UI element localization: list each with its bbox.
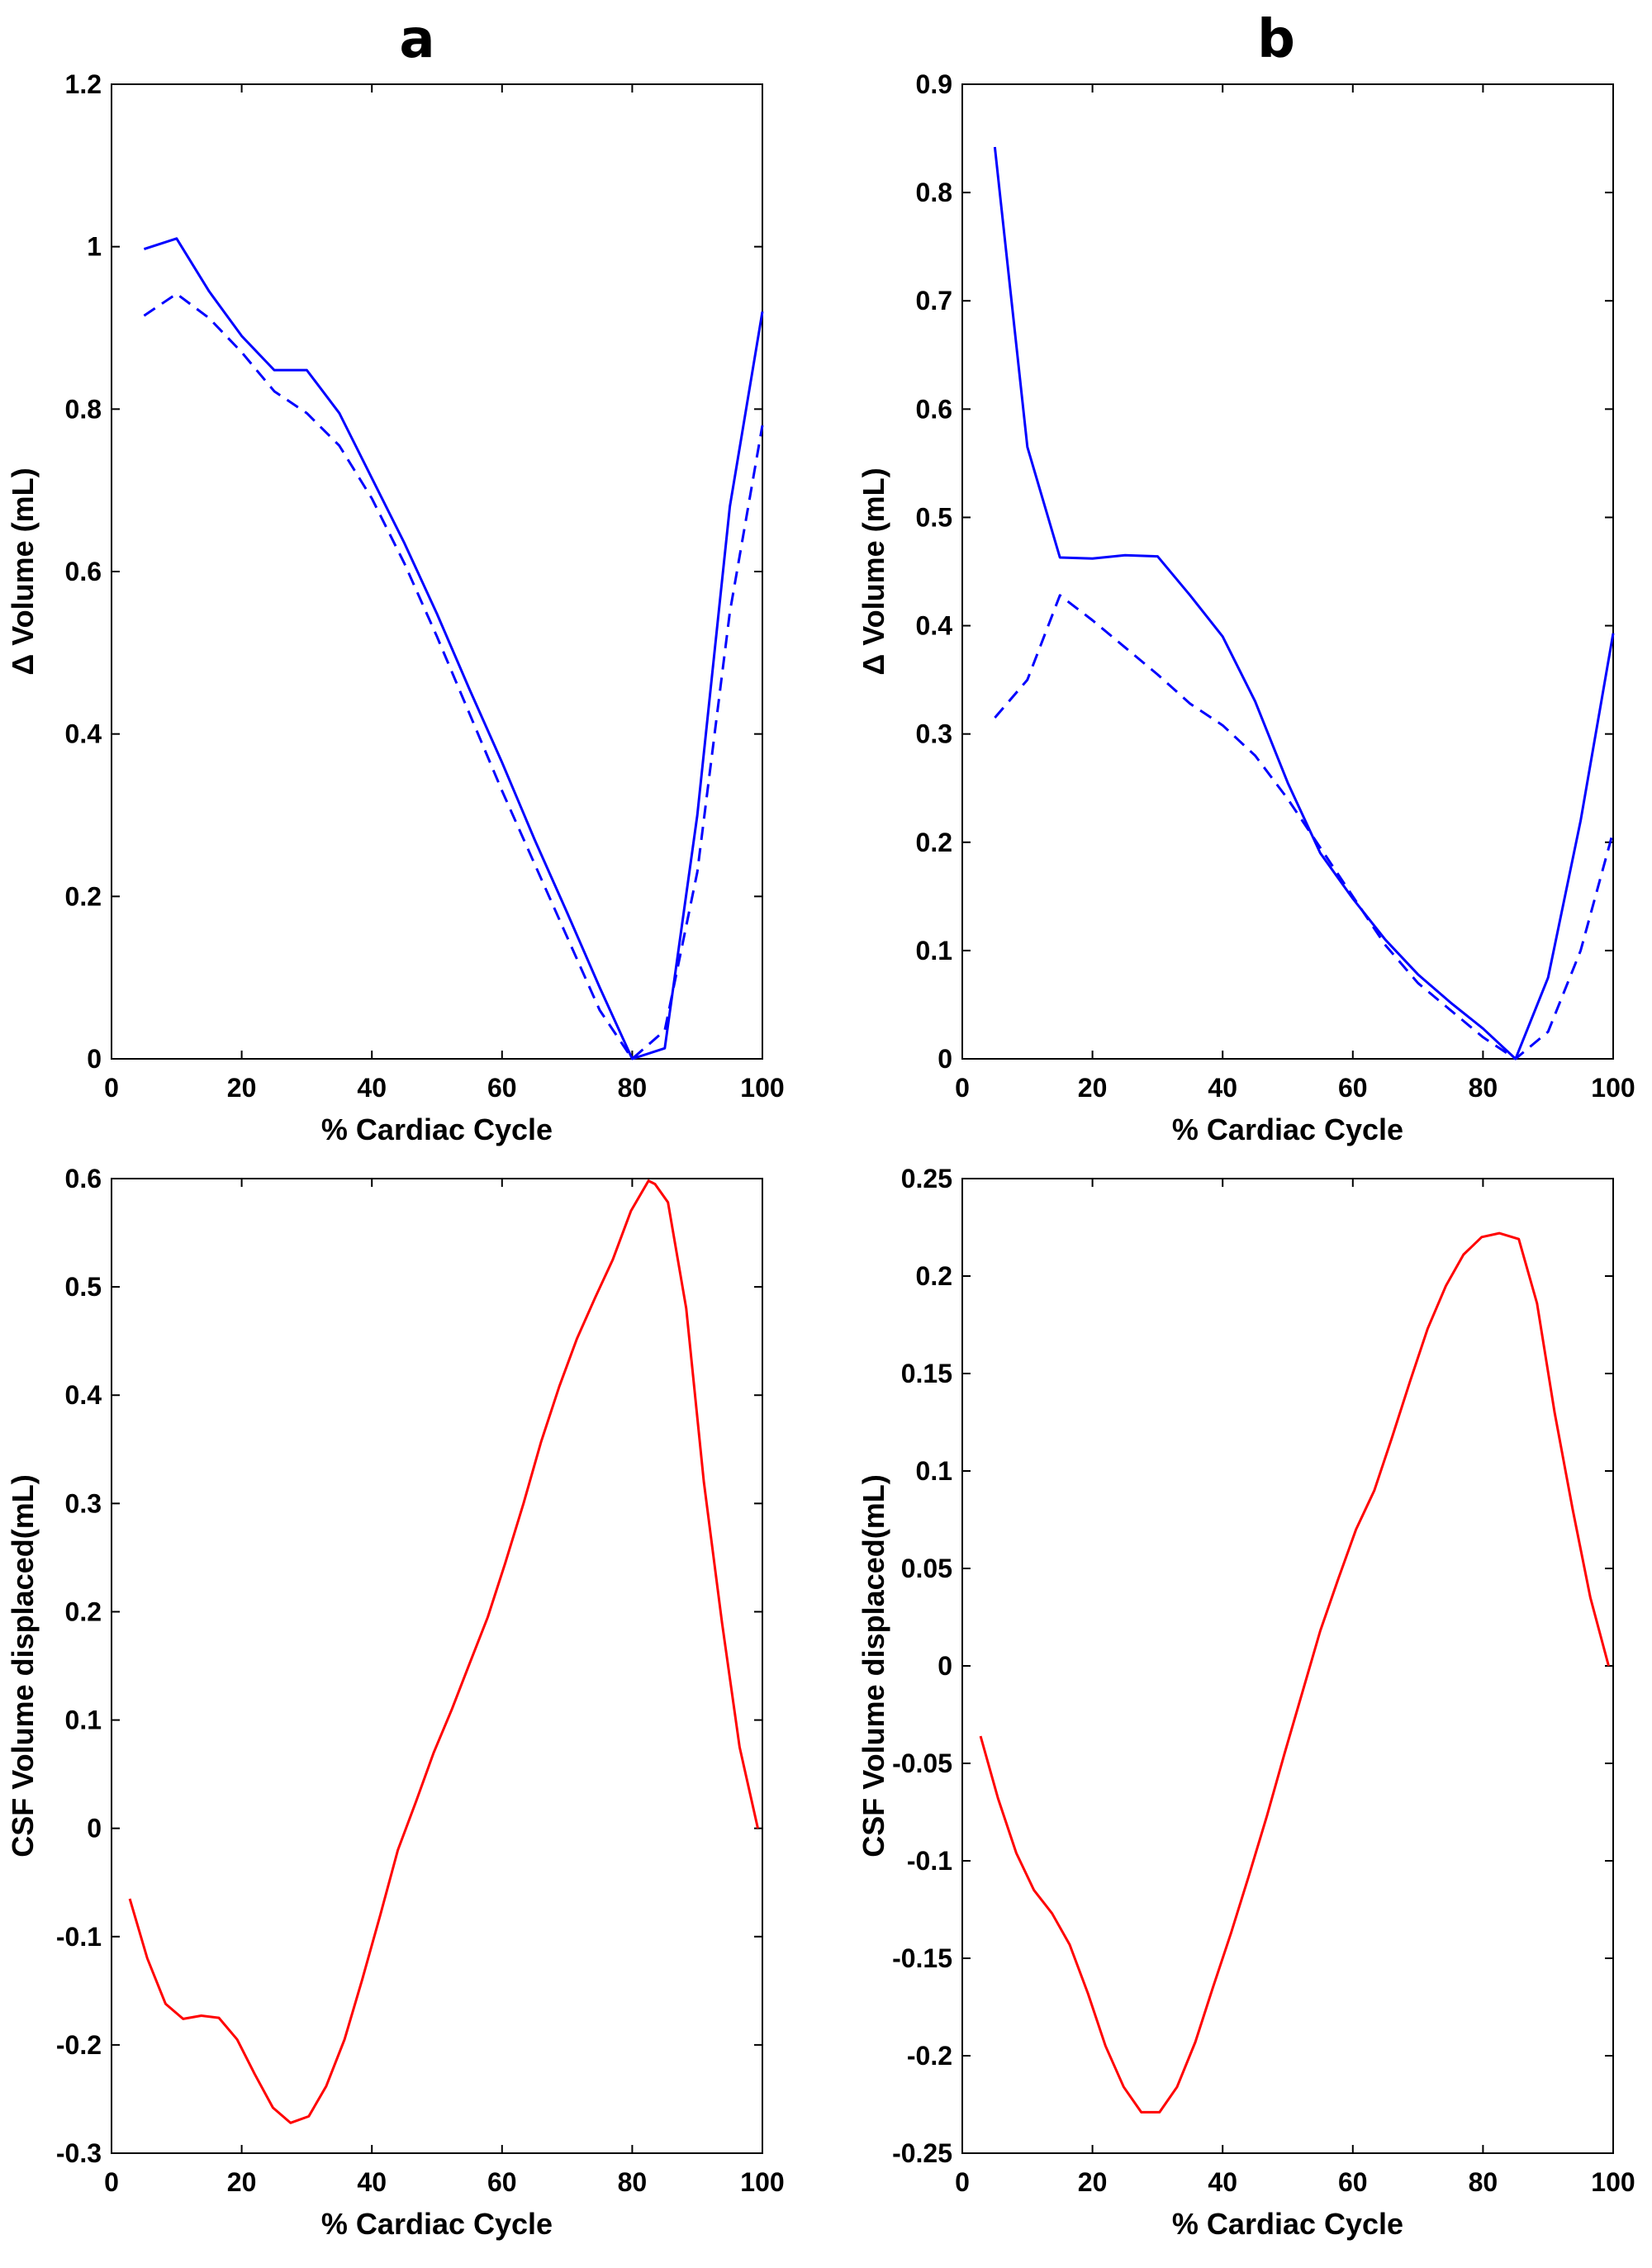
y-tick-label: -0.05: [892, 1748, 952, 1778]
y-tick-label: 0.8: [916, 178, 952, 207]
y-tick-label: 0.1: [916, 1456, 952, 1486]
y-tick-label: 0: [938, 1044, 952, 1074]
y-tick-label: 0.3: [916, 719, 952, 749]
x-axis-label: % Cardiac Cycle: [321, 1113, 553, 1146]
x-tick-label: 80: [618, 2167, 648, 2197]
y-tick-label: -0.1: [56, 1922, 102, 1952]
chart-b-top: 0 20 40 60 80 100 0 0.1 0.2 0.3 0.4 0.5 0.6 0.7 0.8 0.9…: [857, 69, 1635, 1146]
y-tick-label: 0.4: [916, 611, 953, 641]
x-tick-label: 40: [357, 1073, 387, 1103]
y-axis-label: Δ Volume (mL): [857, 467, 890, 675]
y-tick-label: 0.9: [916, 69, 952, 99]
x-tick-label: 60: [1338, 1073, 1368, 1103]
y-tick-label: -0.25: [892, 2138, 952, 2168]
y-tick-label: 0.2: [916, 828, 952, 857]
series-line-CSF: [128, 1179, 759, 2124]
panel-label-b: b: [1257, 9, 1295, 70]
y-axis-label: Δ Volume (mL): [6, 467, 40, 675]
x-tick-label: 40: [1208, 2167, 1237, 2197]
y-tick-label: 0.25: [901, 1164, 952, 1193]
x-tick-label: 60: [487, 2167, 517, 2197]
series-line-solid: [993, 146, 1615, 1060]
x-tick-label: 100: [740, 1073, 784, 1103]
axes-box: [111, 1178, 763, 2154]
series-line-dashed: [994, 594, 1615, 1060]
axes-box: [961, 1178, 1614, 2154]
y-axis-label: CSF Volume displaced(mL): [857, 1474, 890, 1857]
x-tick-label: 80: [1469, 1073, 1498, 1103]
x-tick-label: 0: [955, 2167, 970, 2197]
y-tick-label: 0.05: [901, 1554, 952, 1583]
chart-a-top: 0 20 40 60 80 100 0 0.2 0.4 0.6 0.8 1 1.2 % Cardiac C…: [6, 69, 785, 1146]
y-tick-label: -0.15: [892, 1943, 952, 1973]
y-tick-label: 0: [87, 1814, 102, 1843]
series-line-CSF: [979, 1231, 1610, 2114]
x-axis-label: % Cardiac Cycle: [1172, 1113, 1403, 1146]
y-tick-label: 0: [87, 1044, 102, 1074]
y-axis-label: CSF Volume displaced(mL): [6, 1474, 40, 1857]
y-tick-label: 0.1: [916, 936, 952, 966]
series-line-solid: [143, 237, 764, 1060]
y-tick-label: 0.15: [901, 1359, 952, 1388]
x-tick-label: 100: [740, 2167, 784, 2197]
y-tick-label: 0.3: [65, 1488, 102, 1518]
series-line-dashed: [143, 292, 764, 1060]
chart-a-bottom: 0 20 40 60 80 100 -0.3 -0.2 -0.1 0 0.1 0.2 0.3 0.4 0.5…: [6, 1164, 785, 2241]
x-axis-label: % Cardiac Cycle: [321, 2207, 553, 2241]
y-tick-label: 0.5: [65, 1272, 102, 1302]
y-tick-label: 0.5: [916, 502, 952, 532]
chart-b-bottom: 0 20 40 60 80 100 -0.25 -0.2 -0.15 -0.1 -0.05 0 0.05…: [857, 1164, 1635, 2241]
axes-box: [111, 83, 763, 1060]
y-tick-label: 1: [87, 232, 102, 262]
axes-box: [961, 83, 1614, 1060]
x-tick-label: 80: [618, 1073, 648, 1103]
y-tick-label: 1.2: [65, 69, 102, 99]
y-tick-label: 0: [938, 1651, 952, 1681]
y-tick-label: 0.4: [65, 719, 102, 749]
y-tick-label: 0.6: [65, 1164, 102, 1193]
x-tick-label: 0: [955, 1073, 970, 1103]
x-tick-label: 20: [227, 2167, 257, 2197]
panel-label-a: a: [399, 9, 435, 70]
x-axis-label: % Cardiac Cycle: [1172, 2207, 1403, 2241]
y-tick-label: 0.4: [65, 1380, 102, 1410]
y-tick-label: 0.7: [916, 286, 952, 316]
y-tick-label: -0.2: [907, 2041, 952, 2071]
x-tick-label: 80: [1469, 2167, 1498, 2197]
y-tick-label: 0.8: [65, 394, 102, 424]
x-tick-label: 40: [1208, 1073, 1237, 1103]
y-tick-label: -0.2: [56, 2030, 102, 2060]
x-tick-label: 20: [227, 1073, 257, 1103]
y-tick-label: 0.6: [65, 557, 102, 586]
x-tick-label: 20: [1078, 2167, 1108, 2197]
y-tick-label: 0.1: [65, 1706, 102, 1735]
y-tick-label: -0.1: [907, 1846, 952, 1876]
y-tick-label: 0.2: [916, 1261, 952, 1291]
x-tick-label: 0: [104, 2167, 119, 2197]
x-tick-label: 100: [1591, 2167, 1635, 2197]
x-tick-label: 60: [1338, 2167, 1368, 2197]
x-tick-label: 40: [357, 2167, 387, 2197]
y-tick-label: 0.2: [65, 1597, 102, 1626]
y-tick-label: 0.2: [65, 881, 102, 911]
y-tick-label: -0.3: [56, 2138, 102, 2168]
x-tick-label: 20: [1078, 1073, 1108, 1103]
x-tick-label: 100: [1591, 1073, 1635, 1103]
x-tick-label: 0: [104, 1073, 119, 1103]
y-tick-label: 0.6: [916, 394, 952, 424]
x-tick-label: 60: [487, 1073, 517, 1103]
